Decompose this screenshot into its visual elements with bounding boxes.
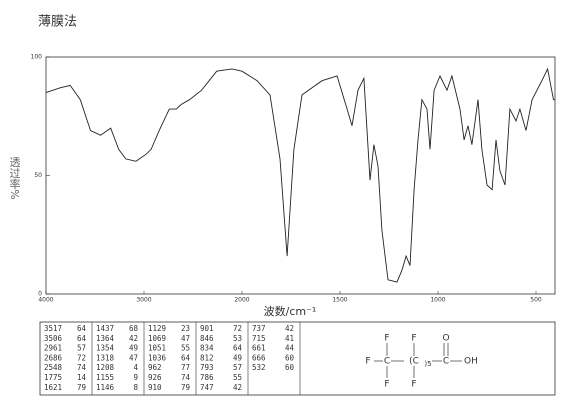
peak-wavenumber: 1129 — [148, 324, 166, 333]
atom: F — [384, 334, 389, 344]
peak-transmittance: 74 — [181, 373, 191, 382]
peak-transmittance: 23 — [181, 324, 190, 333]
x-tick-label: 1000 — [430, 297, 445, 304]
peak-wavenumber: 532 — [252, 363, 266, 372]
peak-transmittance: 64 — [77, 334, 87, 343]
peak-transmittance: 74 — [77, 363, 87, 372]
x-tick-label: 4000 — [38, 297, 53, 304]
peak-transmittance: 41 — [285, 334, 294, 343]
peak-transmittance: 42 — [233, 383, 242, 392]
peak-transmittance: 55 — [181, 344, 190, 353]
atom: O — [442, 334, 449, 344]
peak-wavenumber: 1318 — [96, 353, 115, 362]
peak-transmittance: 55 — [233, 373, 242, 382]
peak-transmittance: 57 — [233, 363, 242, 372]
peak-transmittance: 72 — [233, 324, 242, 333]
peak-wavenumber: 1621 — [44, 383, 62, 392]
peak-wavenumber: 962 — [148, 363, 162, 372]
chart-title: 薄膜法 — [38, 15, 77, 30]
y-tick-label: 100 — [31, 54, 43, 61]
peak-wavenumber: 910 — [148, 383, 162, 392]
peak-transmittance: 72 — [77, 353, 86, 362]
x-tick-label: 3000 — [136, 297, 151, 304]
peak-transmittance: 8 — [133, 383, 138, 392]
peak-wavenumber: 1051 — [148, 344, 166, 353]
peak-wavenumber: 1775 — [44, 373, 62, 382]
peak-wavenumber: 666 — [252, 353, 266, 362]
peak-wavenumber: 2548 — [44, 363, 63, 372]
atom: F — [384, 380, 389, 390]
structure-bonds — [374, 343, 462, 378]
peak-wavenumber: 715 — [252, 334, 266, 343]
atom: F — [411, 380, 416, 390]
y-axis-label: 透过率% — [8, 156, 21, 200]
peak-wavenumber: 1036 — [148, 353, 167, 362]
atom: (C — [409, 357, 419, 367]
peak-transmittance: 44 — [285, 344, 295, 353]
peak-transmittance: 47 — [181, 334, 190, 343]
peak-transmittance: 14 — [77, 373, 87, 382]
peak-wavenumber: 1364 — [96, 334, 115, 343]
peak-wavenumber: 1146 — [96, 383, 115, 392]
peak-wavenumber: 1069 — [148, 334, 166, 343]
peak-transmittance: 64 — [233, 344, 243, 353]
peak-wavenumber: 901 — [200, 324, 214, 333]
atom: OH — [464, 357, 478, 367]
peak-wavenumber: 1208 — [96, 363, 115, 372]
peak-wavenumber: 786 — [200, 373, 214, 382]
peak-transmittance: 9 — [133, 373, 138, 382]
plot-frame — [45, 56, 556, 295]
peak-transmittance: 53 — [233, 334, 242, 343]
peak-wavenumber: 2961 — [44, 344, 62, 353]
atom: C — [443, 357, 449, 367]
spectrum-line — [45, 67, 555, 283]
peak-wavenumber: 3517 — [44, 324, 62, 333]
atom: C — [384, 357, 390, 367]
peak-wavenumber: 1354 — [96, 344, 115, 353]
peak-transmittance: 4 — [133, 363, 138, 372]
peak-wavenumber: 737 — [252, 324, 266, 333]
peak-wavenumber: 793 — [200, 363, 214, 372]
peak-wavenumber: 661 — [252, 344, 266, 353]
peak-transmittance: 60 — [285, 353, 295, 362]
y-tick-label: 50 — [34, 172, 42, 179]
peak-transmittance: 77 — [181, 363, 190, 372]
peak-transmittance: 64 — [181, 353, 191, 362]
peak-transmittance: 49 — [233, 353, 242, 362]
peak-transmittance: 68 — [129, 324, 139, 333]
subscript: )5 — [424, 360, 431, 368]
peak-transmittance: 64 — [77, 324, 87, 333]
peak-wavenumber: 1437 — [96, 324, 114, 333]
x-axis-label: 波数/cm⁻¹ — [264, 305, 317, 318]
peak-wavenumber: 926 — [148, 373, 162, 382]
peak-transmittance: 47 — [129, 353, 138, 362]
peak-transmittance: 57 — [77, 344, 86, 353]
atom: F — [365, 357, 370, 367]
x-tick-label: 500 — [530, 297, 542, 304]
peak-wavenumber: 2686 — [44, 353, 63, 362]
peak-wavenumber: 812 — [200, 353, 214, 362]
peak-wavenumber: 834 — [200, 344, 214, 353]
peak-transmittance: 79 — [181, 383, 190, 392]
peak-wavenumber: 3506 — [44, 334, 63, 343]
x-tick-label: 1500 — [332, 297, 347, 304]
y-tick-label: 0 — [38, 291, 42, 298]
peak-transmittance: 42 — [285, 324, 294, 333]
peak-transmittance: 49 — [129, 344, 138, 353]
atom: F — [411, 334, 416, 344]
peak-transmittance: 42 — [129, 334, 138, 343]
peak-transmittance: 79 — [77, 383, 86, 392]
x-tick-label: 2000 — [234, 297, 249, 304]
peak-transmittance: 60 — [285, 363, 295, 372]
peak-wavenumber: 747 — [200, 383, 214, 392]
peak-wavenumber: 1155 — [96, 373, 114, 382]
peak-wavenumber: 846 — [200, 334, 214, 343]
table-frame — [39, 321, 556, 396]
